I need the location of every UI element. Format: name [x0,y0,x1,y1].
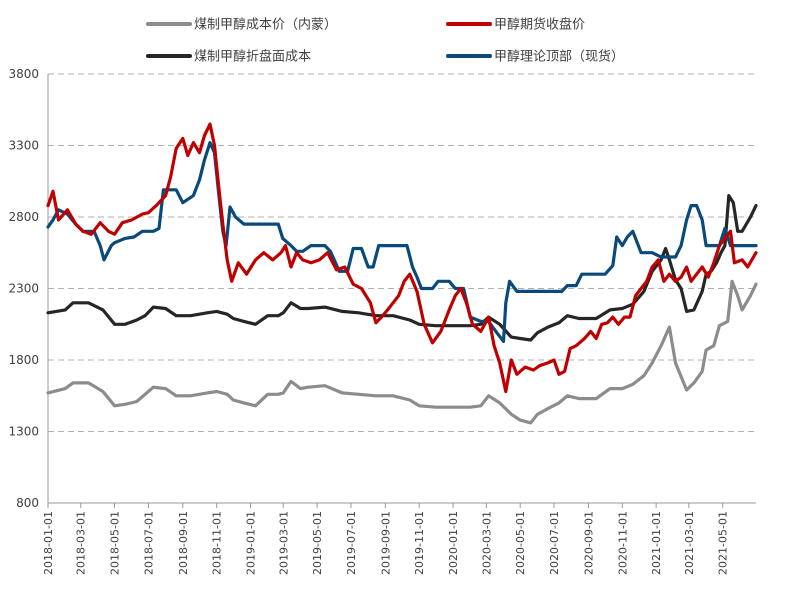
x-tick-label: 2018-05-01 [109,511,122,575]
legend-label-3: 煤制甲醇折盘面成本 [194,49,311,65]
series-line-1 [46,279,758,425]
x-tick-label: 2019-05-01 [311,511,324,575]
legend-label-1: 煤制甲醇成本价（内蒙） [194,17,337,33]
y-tick-label: 1300 [8,425,39,439]
y-tick-label: 3300 [8,139,39,153]
series-line-3 [46,194,758,342]
x-tick-label: 2021-05-01 [717,511,730,575]
y-tick-label: 1800 [8,353,39,367]
x-tick-label: 2018-03-01 [75,511,88,575]
x-tick-label: 2018-07-01 [142,511,155,575]
x-tick-label: 2018-01-01 [42,511,55,575]
y-tick-label: 2800 [8,210,39,224]
grid-lines [48,73,756,432]
legend-label-4: 甲醇理论顶部（现货） [494,49,624,65]
series-line-4 [46,141,758,343]
y-tick-label: 2300 [8,282,39,296]
x-tick-label: 2020-07-01 [548,511,561,575]
axes [47,74,756,504]
x-tick-label: 2019-09-01 [379,511,392,575]
series-lines [46,122,758,425]
y-tick-label: 800 [16,496,39,510]
x-tick-label: 2018-11-01 [211,511,224,575]
x-tick-label: 2019-07-01 [345,511,358,575]
x-tick-label: 2020-01-01 [447,511,460,575]
x-tick-label: 2020-03-01 [480,511,493,575]
x-tick-label: 2021-03-01 [683,511,696,575]
x-tick-label: 2018-09-01 [177,511,190,575]
x-tick-label: 2020-11-01 [616,511,629,575]
x-tick-label: 2020-09-01 [582,511,595,575]
legend-label-2: 甲醇期货收盘价 [494,17,585,33]
x-tick-label: 2021-01-01 [650,511,663,575]
x-tick-labels: 2018-01-01 2018-03-01 2018-05-01 2018-07-01… [42,503,730,575]
y-tick-label: 3800 [8,67,39,81]
x-tick-label: 2019-11-01 [413,511,426,575]
series-line-2 [46,122,758,394]
y-tick-labels: 800 1300 1800 2300 2800 3300 3800 [8,67,39,510]
x-tick-label: 2020-05-01 [514,511,527,575]
x-tick-label: 2019-03-01 [277,511,290,575]
x-tick-label: 2019-01-01 [245,511,258,575]
